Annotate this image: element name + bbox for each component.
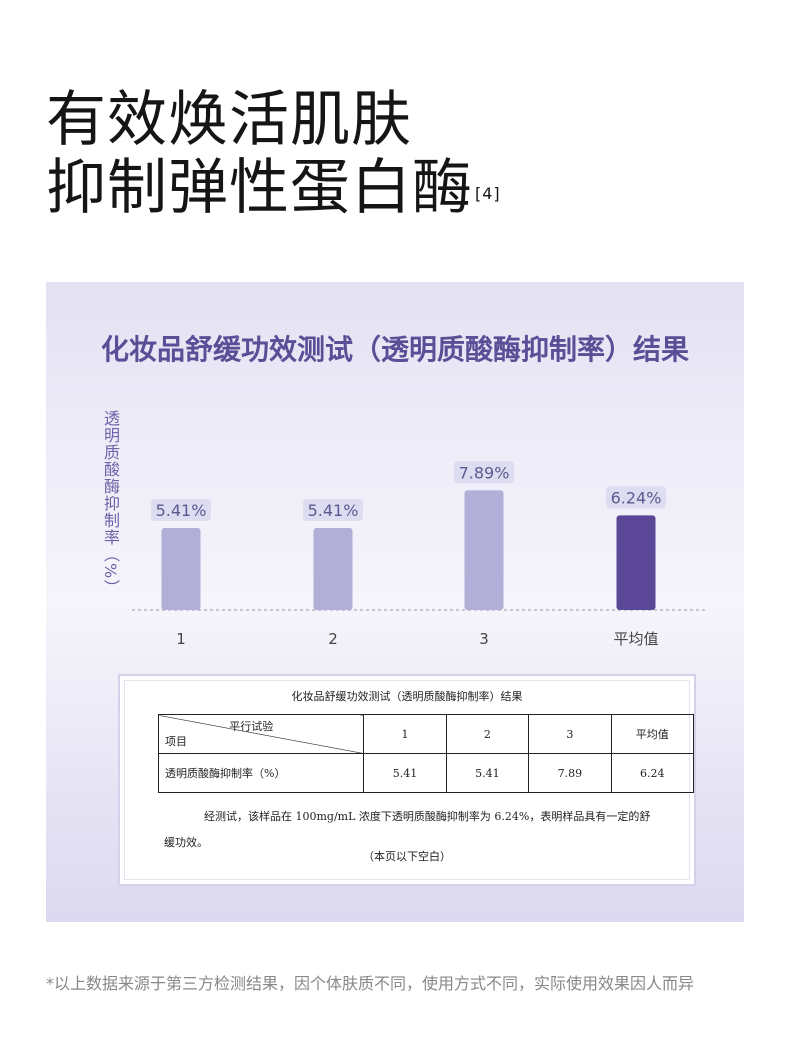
x-tick-label-4: 平均值	[613, 630, 658, 648]
x-tick-label-3: 3	[479, 630, 489, 648]
data-label-bg-2	[303, 498, 363, 521]
table-header-cell: 2	[445, 714, 530, 754]
document-title: 化妆品舒缓功效测试（透明质酸酶抑制率）结果	[291, 690, 523, 703]
table-corner-cell: 平行试验 项目	[157, 714, 365, 754]
chart-panel: 化妆品舒缓功效测试（透明质酸酶抑制率）结果 透明质酸酶抑制率（%） 5.41% 1…	[46, 282, 744, 922]
data-label-3: 7.89%	[459, 463, 510, 482]
headline-line-1: 有效焕活肌肤	[46, 85, 412, 155]
reference-marker: [4]	[475, 184, 501, 203]
table-row-label: 透明质酸酶抑制率（%）	[157, 753, 365, 793]
data-label-bg-4	[606, 486, 666, 509]
test-report-document: 化妆品舒缓功效测试（透明质酸酶抑制率）结果 平行试验 项目 1 2 3 平均值 …	[118, 674, 696, 886]
headline-line-2-text: 抑制弹性蛋白酶	[46, 153, 473, 223]
table-cell: 5.41	[363, 753, 447, 793]
table-header-cell: 3	[528, 714, 612, 754]
x-tick-label-2: 2	[328, 630, 338, 648]
bar-1	[161, 527, 201, 610]
table-header-row: 平行试验 项目 1 2 3 平均值	[157, 714, 695, 754]
blank-page-note: （本页以下空白）	[363, 850, 451, 863]
chart-title: 化妆品舒缓功效测试（透明质酸酶抑制率）结果	[100, 333, 689, 366]
footnote: *以上数据来源于第三方检测结果，因个体肤质不同，使用方式不同，实际使用效果因人而…	[46, 974, 695, 993]
table-cell: 5.41	[445, 753, 530, 793]
headline: 有效焕活肌肤 抑制弹性蛋白酶 [4]	[46, 86, 501, 222]
results-table: 平行试验 项目 1 2 3 平均值 透明质酸酶抑制率（%） 5.41 5.41 …	[157, 714, 695, 793]
headline-line-2: 抑制弹性蛋白酶 [4]	[46, 154, 501, 222]
bar-2	[313, 527, 353, 610]
y-axis-label: 透明质酸酶抑制率（%）	[101, 410, 120, 597]
document-conclusion: 经测试，该样品在 100mg/mL 浓度下透明质酸酶抑制率为 6.24%，表明样…	[164, 810, 651, 849]
bar-3	[464, 490, 504, 610]
data-label-4: 6.24%	[611, 488, 662, 507]
table-row: 透明质酸酶抑制率（%） 5.41 5.41 7.89 6.24	[157, 753, 695, 793]
bar-chart: 5.41% 1 5.41% 2 7.89% 3 6.24% 平均值	[132, 461, 706, 648]
table-header-cell: 平均值	[610, 714, 695, 754]
data-label-1: 5.41%	[156, 501, 207, 520]
table-cell: 6.24	[610, 753, 695, 793]
data-label-bg-3	[454, 461, 514, 484]
table-header-cell: 1	[363, 714, 447, 754]
data-label-bg-1	[151, 498, 211, 521]
header-parallel-test: 平行试验	[229, 720, 274, 733]
data-label-2: 5.41%	[308, 501, 359, 520]
header-item: 项目	[165, 735, 187, 748]
bar-4	[616, 515, 656, 610]
x-tick-label-1: 1	[176, 630, 186, 648]
table-cell: 7.89	[528, 753, 612, 793]
